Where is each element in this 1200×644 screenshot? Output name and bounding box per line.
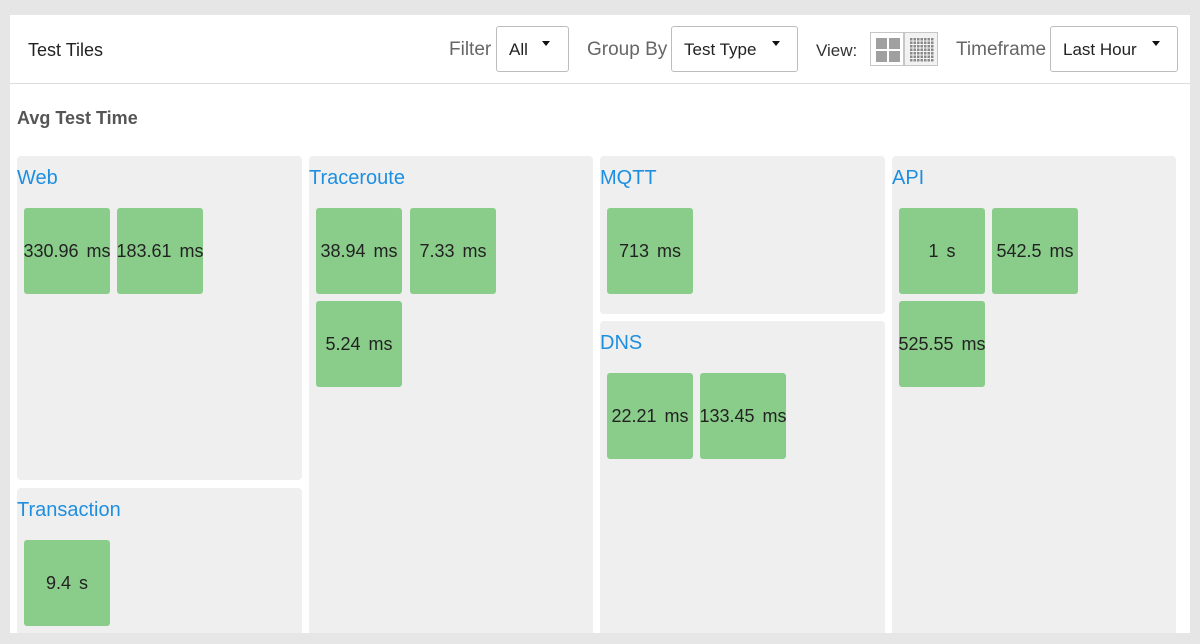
chevron-down-icon [1152,41,1160,46]
test-tile[interactable]: 713 ms [607,208,693,294]
group-title-dns[interactable]: DNS [600,332,643,354]
group-by-dropdown[interactable]: Test Type [671,26,798,72]
test-tile[interactable]: 7.33 ms [410,208,496,294]
tile-value: 713 ms [618,240,682,261]
group-api: API 1 s 542.5 ms 525.55 ms [892,156,1176,633]
group-title-transaction[interactable]: Transaction [17,499,121,521]
test-tile[interactable]: 330.96 ms [23,208,111,294]
group-dns: DNS 22.21 ms 133.45 ms [600,321,885,633]
view-large-tiles-button[interactable] [870,32,904,66]
panel-title: Test Tiles [28,40,104,60]
large-tiles-icon [876,38,900,62]
view-label: View: [816,41,858,60]
view-small-tiles-button[interactable] [904,32,938,66]
tile-value: 9.4 s [45,572,89,593]
group-mqtt: MQTT 713 ms [600,156,885,314]
tile-value: 7.33 ms [419,240,487,261]
tile-value: 542.5 ms [996,240,1074,261]
tile-value: 525.55 ms [898,333,986,354]
tile-value: 38.94 ms [320,240,398,261]
test-tile[interactable]: 38.94 ms [316,208,402,294]
test-tile[interactable]: 5.24 ms [316,301,402,387]
test-tile[interactable]: 525.55 ms [898,301,986,387]
test-tiles-panel: Test Tiles Filter All Group By Test Type… [10,15,1190,633]
test-tile[interactable]: 22.21 ms [607,373,693,459]
group-title-api[interactable]: API [892,167,925,189]
small-tiles-icon [910,38,934,62]
group-transaction: Transaction 9.4 s [17,488,302,633]
chevron-down-icon [542,41,550,46]
section-title: Avg Test Time [17,108,138,128]
tile-value: 133.45 ms [699,405,787,426]
timeframe-value: Last Hour [1063,40,1137,59]
group-title-traceroute[interactable]: Traceroute [309,167,405,189]
group-web: Web 330.96 ms 183.61 ms [17,156,302,480]
filter-value: All [509,40,528,59]
tile-value: 22.21 ms [611,405,689,426]
test-tile[interactable]: 183.61 ms [116,208,204,294]
filter-dropdown[interactable]: All [496,26,569,72]
tile-value: 1 s [928,240,956,261]
filter-label: Filter [449,39,492,60]
tile-value: 330.96 ms [23,240,111,261]
test-tile[interactable]: 133.45 ms [699,373,787,459]
tile-value: 5.24 ms [325,333,393,354]
group-by-label: Group By [587,39,668,60]
group-traceroute: Traceroute 38.94 ms 7.33 ms 5.24 ms [309,156,593,633]
group-by-value: Test Type [684,40,757,59]
chevron-down-icon [772,41,780,46]
tile-value: 183.61 ms [116,240,204,261]
test-tile[interactable]: 9.4 s [24,540,110,626]
test-tile[interactable]: 1 s [899,208,985,294]
panel-header: Test Tiles Filter All Group By Test Type… [10,15,1190,84]
group-title-mqtt[interactable]: MQTT [600,167,657,189]
timeframe-dropdown[interactable]: Last Hour [1050,26,1178,72]
group-title-web[interactable]: Web [17,167,58,189]
timeframe-label: Timeframe [956,39,1047,60]
test-tile[interactable]: 542.5 ms [992,208,1078,294]
